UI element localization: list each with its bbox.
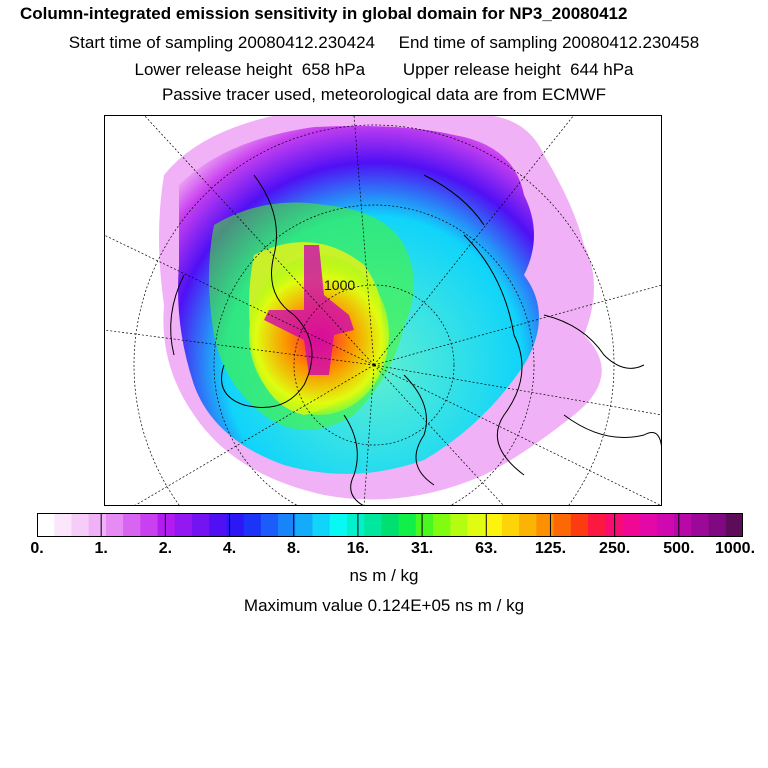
colorbar-swatch [157, 513, 176, 537]
colorbar-swatch [588, 513, 606, 537]
colorbar-swatch [278, 513, 296, 537]
colorbar-swatch [450, 513, 468, 537]
colorbar-swatch [381, 513, 400, 537]
colorbar-swatch [88, 513, 107, 537]
colorbar-swatch [691, 513, 710, 537]
colorbar-swatch [553, 513, 572, 537]
colorbar-swatch [656, 513, 675, 537]
colorbar-swatch [37, 513, 55, 537]
colorbar-swatch [484, 513, 503, 537]
colorbar-swatch [346, 513, 365, 537]
colorbar-swatch [260, 513, 279, 537]
colorbar-swatch [174, 513, 193, 537]
colorbar-swatch [605, 513, 623, 537]
release-height-line: Lower release height 658 hPa Upper relea… [134, 60, 634, 79]
colorbar-swatch [364, 513, 382, 537]
colorbar-swatch [191, 513, 210, 537]
colorbar-swatch [536, 513, 555, 537]
colorbar-swatch [570, 513, 589, 537]
overlay-label: 1000 [324, 277, 355, 293]
colorbar-swatch [467, 513, 486, 537]
colorbar-tick-label: 8. [287, 540, 301, 557]
colorbar-tick-label: 125. [534, 540, 567, 557]
colorbar-swatch [519, 513, 537, 537]
colorbar-tick-label: 4. [222, 540, 237, 557]
colorbar-tick-label: 63. [475, 540, 498, 557]
colorbar-swatch [295, 513, 314, 537]
colorbar-swatch [209, 513, 227, 537]
colorbar-swatch [639, 513, 658, 537]
emission-sensitivity-map: 1000 [104, 115, 662, 506]
colorbar-swatch [398, 513, 417, 537]
colorbar-swatch [329, 513, 348, 537]
sampling-time-line: Start time of sampling 20080412.230424 E… [68, 33, 700, 52]
colorbar-swatch [725, 513, 743, 537]
colorbar-swatch [622, 513, 641, 537]
colorbar-swatch [71, 513, 90, 537]
map-title: Column-integrated emission sensitivity i… [20, 4, 628, 23]
colorbar-tick-label: 1. [94, 540, 108, 557]
colorbar [37, 513, 743, 537]
colorbar-tick-label: 2. [158, 540, 173, 557]
colorbar-tick-label: 31. [410, 540, 434, 557]
colorbar-swatch [243, 513, 262, 537]
tracer-info-line: Passive tracer used, meteorological data… [161, 85, 607, 104]
colorbar-unit: ns m / kg [349, 566, 419, 585]
colorbar-swatch [140, 513, 159, 537]
colorbar-swatch [312, 513, 331, 537]
colorbar-swatch [123, 513, 141, 537]
maximum-value: Maximum value 0.124E+05 ns m / kg [243, 596, 525, 615]
colorbar-tick-label: 1000. [714, 540, 756, 557]
colorbar-swatch [433, 513, 451, 537]
colorbar-tick-label: 16. [346, 540, 370, 557]
colorbar-swatch [415, 513, 434, 537]
colorbar-swatch [708, 513, 727, 537]
colorbar-swatch [501, 513, 520, 537]
colorbar-swatch [105, 513, 124, 537]
colorbar-tick-label: 500. [663, 540, 695, 557]
colorbar-swatch [674, 513, 692, 537]
colorbar-tick-label: 250. [599, 540, 631, 557]
colorbar-swatch [54, 513, 72, 537]
colorbar-swatch [226, 513, 245, 537]
colorbar-frame [37, 513, 743, 537]
colorbar-tick-label: 0. [30, 540, 44, 557]
